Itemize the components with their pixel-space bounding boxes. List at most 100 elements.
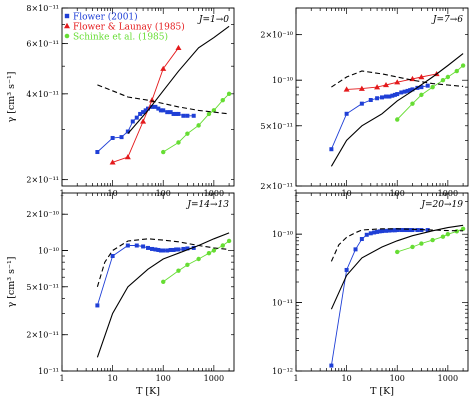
point-flower-launay-1985 bbox=[394, 79, 401, 85]
point-flower-2001 bbox=[395, 228, 400, 233]
y-tick-label: 2×10⁻¹¹ bbox=[26, 176, 59, 185]
point-flower-2001 bbox=[380, 229, 384, 234]
point-flower-2001 bbox=[392, 228, 397, 233]
point-flower-2001 bbox=[425, 83, 430, 88]
point-schinke-et-al-1985 bbox=[211, 108, 217, 113]
point-flower-2001 bbox=[380, 95, 384, 100]
legend-marker bbox=[64, 22, 70, 29]
point-flower-2001 bbox=[399, 228, 404, 233]
point-flower-2001 bbox=[419, 85, 424, 90]
point-flower-2001 bbox=[141, 244, 146, 249]
point-flower-2001 bbox=[368, 98, 373, 103]
point-flower-2001 bbox=[408, 88, 413, 93]
point-flower-2001 bbox=[384, 228, 389, 233]
point-flower-2001 bbox=[176, 247, 181, 252]
point-flower-2001 bbox=[375, 229, 380, 234]
point-flower-2001 bbox=[372, 230, 377, 235]
point-schinke-et-al-1985 bbox=[410, 101, 415, 106]
point-flower-2001 bbox=[410, 228, 415, 233]
point-flower-2001 bbox=[387, 228, 392, 233]
point-schinke-et-al-1985 bbox=[430, 237, 435, 243]
point-flower-2001 bbox=[402, 89, 407, 94]
point-flower-2001 bbox=[408, 228, 413, 233]
point-schinke-et-al-1985 bbox=[419, 241, 424, 246]
point-flower-2001 bbox=[165, 248, 170, 253]
y-tick-label: 4×10⁻¹¹ bbox=[26, 90, 59, 99]
y-tick-label: 2×10⁻¹¹ bbox=[260, 182, 293, 191]
point-flower-2001 bbox=[375, 96, 380, 101]
plot-frame bbox=[295, 192, 469, 372]
point-schinke-et-al-1985 bbox=[176, 268, 181, 273]
x-tick-label: 100 bbox=[156, 374, 171, 383]
point-flower-2001 bbox=[134, 243, 139, 248]
point-schinke-et-al-1985 bbox=[454, 229, 459, 234]
point-flower-2001 bbox=[425, 228, 430, 233]
point-flower-launay-1985 bbox=[358, 85, 365, 91]
series-line-flower-2001 bbox=[330, 85, 428, 150]
point-flower-2001 bbox=[125, 129, 130, 134]
point-flower-2001 bbox=[146, 106, 150, 111]
y-tick-label: 6×10⁻¹¹ bbox=[26, 40, 59, 49]
series-line-dashed-curve bbox=[330, 228, 464, 262]
point-flower-2001 bbox=[168, 247, 173, 252]
point-schinke-et-al-1985 bbox=[226, 238, 232, 244]
point-flower-2001 bbox=[410, 87, 415, 92]
y-tick-label: 10⁻¹⁰ bbox=[272, 230, 293, 239]
legend-marker bbox=[64, 33, 70, 39]
point-flower-2001 bbox=[384, 94, 389, 99]
point-schinke-et-al-1985 bbox=[220, 97, 225, 103]
legend-marker bbox=[64, 13, 70, 19]
point-flower-launay-1985 bbox=[418, 74, 425, 80]
y-tick-label: 10⁻¹¹ bbox=[272, 299, 293, 308]
point-schinke-et-al-1985 bbox=[440, 78, 446, 83]
point-flower-2001 bbox=[368, 231, 373, 236]
x-axis-label: T [K] bbox=[370, 386, 394, 397]
point-flower-2001 bbox=[364, 232, 369, 237]
point-schinke-et-al-1985 bbox=[196, 256, 201, 262]
series-line-solid-curve bbox=[330, 224, 464, 310]
series-line-dashed-curve bbox=[96, 238, 230, 287]
point-flower-2001 bbox=[171, 111, 176, 116]
point-flower-2001 bbox=[415, 228, 420, 233]
point-flower-2001 bbox=[405, 228, 410, 233]
series-line-dashed-curve bbox=[97, 84, 230, 115]
point-schinke-et-al-1985 bbox=[460, 226, 466, 231]
series-line-schinke-et-al-1985 bbox=[162, 93, 230, 153]
series-line-dashed-curve bbox=[331, 70, 464, 88]
x-tick-label: 10 bbox=[342, 374, 352, 383]
point-flower-2001 bbox=[150, 246, 155, 251]
y-tick-label: 5×10⁻¹¹ bbox=[260, 122, 293, 131]
point-flower-2001 bbox=[95, 150, 100, 155]
point-schinke-et-al-1985 bbox=[445, 231, 451, 237]
point-schinke-et-al-1985 bbox=[161, 279, 166, 284]
point-flower-2001 bbox=[150, 104, 155, 109]
point-flower-2001 bbox=[191, 113, 196, 118]
y-tick-label: 5×10⁻¹¹ bbox=[26, 283, 59, 292]
x-tick-label: 1000 bbox=[204, 374, 224, 383]
point-schinke-et-al-1985 bbox=[445, 74, 451, 80]
data-layer bbox=[329, 224, 466, 368]
point-schinke-et-al-1985 bbox=[460, 63, 466, 68]
point-flower-2001 bbox=[161, 248, 166, 253]
point-schinke-et-al-1985 bbox=[185, 262, 190, 268]
series-line-flower-2001 bbox=[330, 229, 428, 366]
y-tick-label: 10⁻¹¹ bbox=[38, 367, 59, 376]
point-flower-2001 bbox=[387, 94, 392, 99]
point-flower-2001 bbox=[125, 243, 130, 248]
point-flower-2001 bbox=[95, 303, 100, 308]
point-flower-2001 bbox=[402, 228, 407, 233]
point-flower-2001 bbox=[344, 111, 349, 116]
point-schinke-et-al-1985 bbox=[206, 250, 212, 256]
point-flower-2001 bbox=[158, 248, 163, 253]
point-flower-2001 bbox=[359, 101, 364, 106]
point-flower-2001 bbox=[329, 363, 334, 368]
point-flower-2001 bbox=[399, 90, 404, 95]
point-flower-2001 bbox=[143, 108, 148, 113]
panel-3: 10⁻¹¹ 2×10⁻¹¹ 5×10⁻¹¹ 10⁻¹⁰ 2×10⁻¹⁰ 1 10 100 100… bbox=[6, 192, 235, 397]
panel-title: J=20→19 bbox=[419, 200, 463, 210]
point-flower-2001 bbox=[141, 110, 146, 115]
point-flower-launay-1985 bbox=[124, 154, 131, 160]
point-schinke-et-al-1985 bbox=[395, 249, 400, 255]
y-tick-label: 8×10⁻¹¹ bbox=[26, 4, 59, 13]
